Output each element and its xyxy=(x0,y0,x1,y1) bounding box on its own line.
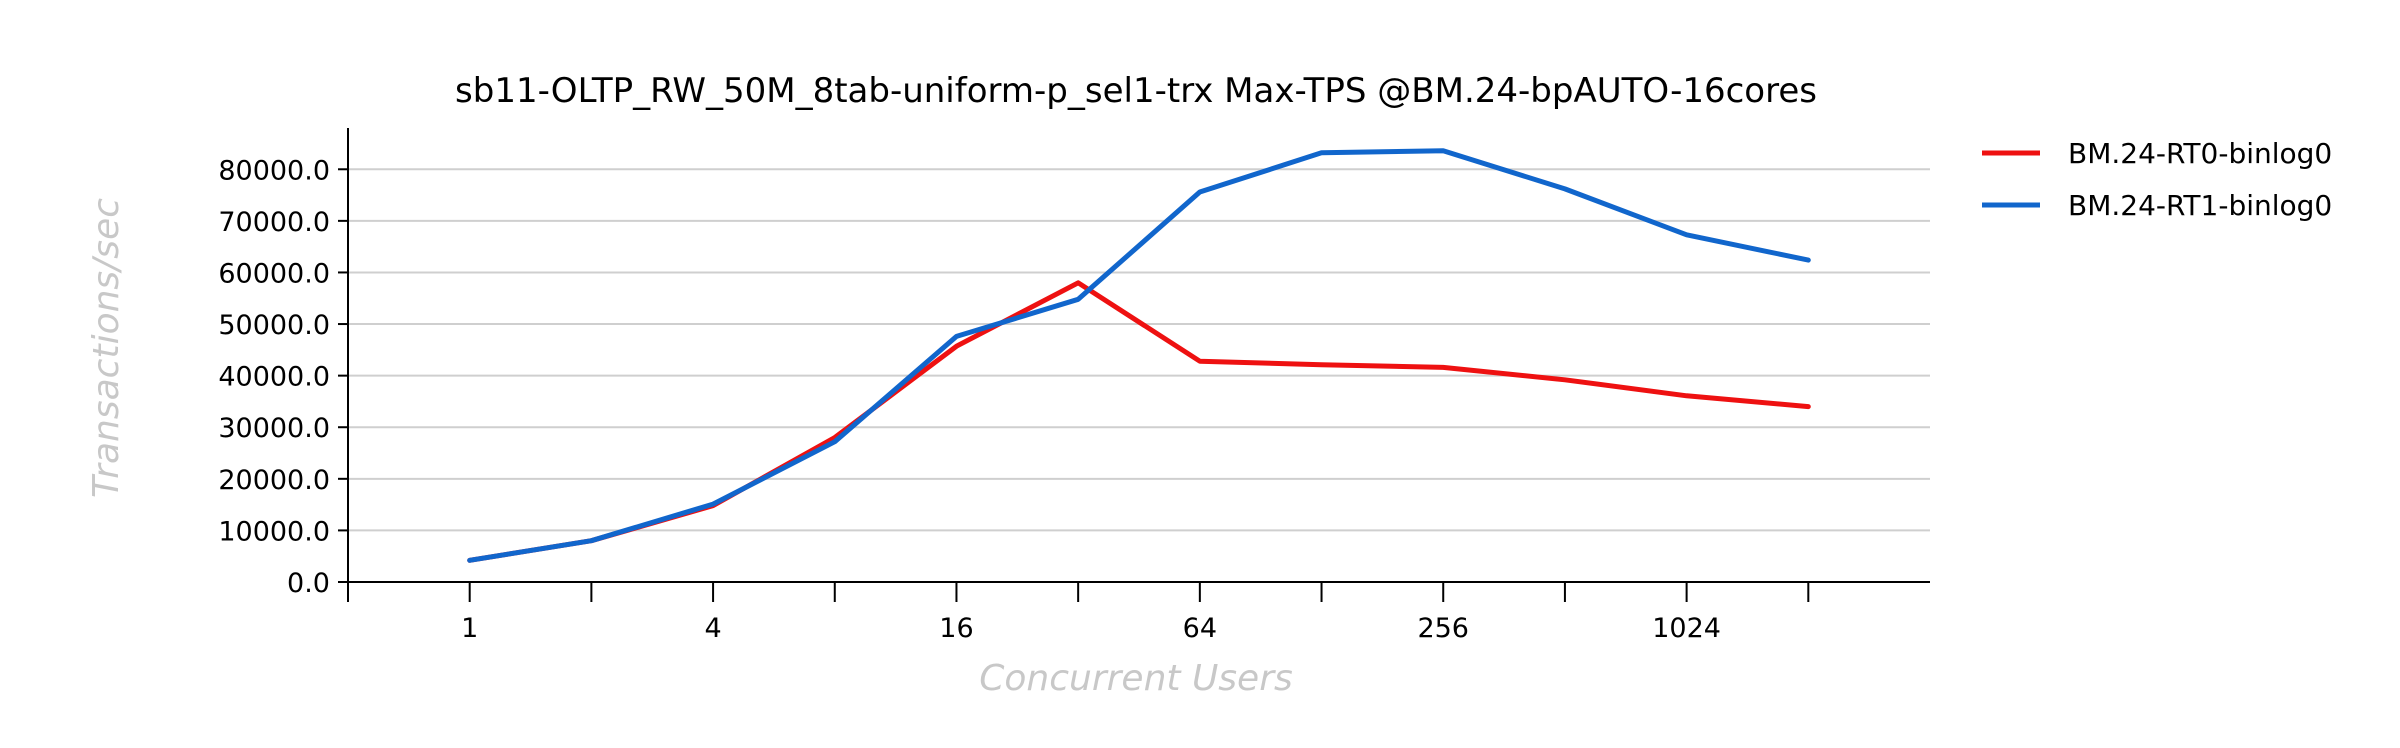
legend-label: BM.24-RT1-binlog0 xyxy=(2068,189,2332,222)
x-tick-label: 1024 xyxy=(1652,613,1721,644)
y-tick-label: 10000.0 xyxy=(218,516,330,547)
y-tick-label: 50000.0 xyxy=(218,310,330,341)
y-tick-label: 80000.0 xyxy=(218,155,330,186)
y-tick-label: 60000.0 xyxy=(218,258,330,289)
x-tick-label: 256 xyxy=(1417,613,1469,644)
series-lines xyxy=(467,148,1811,563)
y-tick-label: 20000.0 xyxy=(218,465,330,496)
y-tick-label: 30000.0 xyxy=(218,413,330,444)
series-line-2 xyxy=(467,148,1811,563)
y-tick-label: 0.0 xyxy=(287,568,330,599)
x-tick-label: 1 xyxy=(461,613,478,644)
grid-lines xyxy=(348,168,1930,532)
chart-title: sb11-OLTP_RW_50M_8tab-uniform-p_sel1-trx… xyxy=(455,71,1817,111)
legend: BM.24-RT0-binlog0 BM.24-RT1-binlog0 xyxy=(1982,137,2332,222)
x-tick-label: 4 xyxy=(704,613,721,644)
axes: 0.0 10000.0 20000.0 30000.0 40000.0 50000.0 60… xyxy=(218,128,1930,644)
x-tick-label: 16 xyxy=(939,613,973,644)
x-tick-label: 64 xyxy=(1183,613,1217,644)
legend-label: BM.24-RT0-binlog0 xyxy=(2068,137,2332,170)
y-tick-label: 70000.0 xyxy=(218,207,330,238)
y-tick-label: 40000.0 xyxy=(218,362,330,393)
x-axis-title: Concurrent Users xyxy=(979,658,1293,699)
y-axis-title: Transactions/sec xyxy=(86,198,127,498)
